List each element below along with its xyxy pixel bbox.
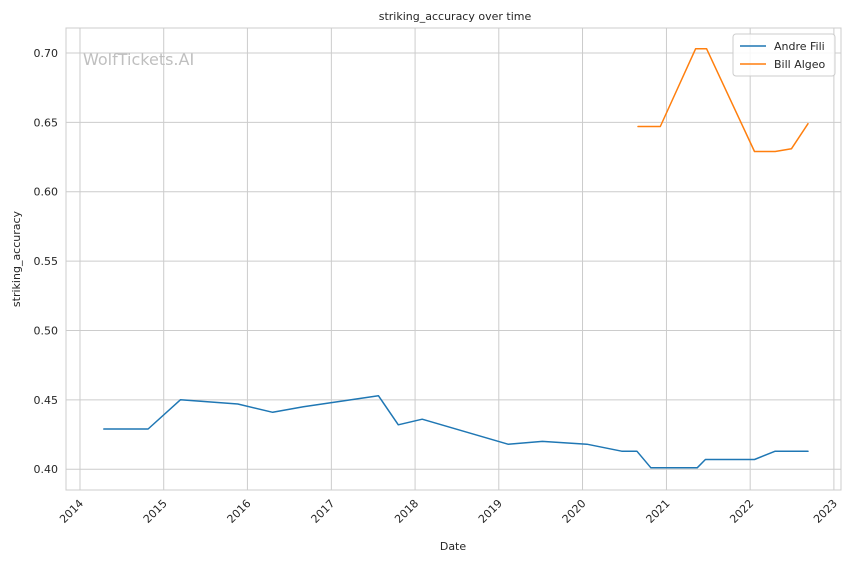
x-tick-label: 2023 bbox=[811, 497, 840, 526]
chart-title: striking_accuracy over time bbox=[379, 10, 532, 23]
plot-area bbox=[65, 27, 842, 491]
y-axis-ticks: 0.40 0.45 0.50 0.55 0.60 0.65 0.70 bbox=[34, 47, 59, 476]
series-line-andre-fili bbox=[103, 394, 809, 469]
y-axis-label: striking_accuracy bbox=[10, 210, 23, 307]
legend-box bbox=[732, 33, 836, 77]
y-tick-label: 0.55 bbox=[34, 255, 59, 268]
y-tick-label: 0.45 bbox=[34, 394, 59, 407]
legend-label: Bill Algeo bbox=[774, 58, 826, 71]
grid-lines bbox=[66, 28, 841, 490]
y-tick-label: 0.70 bbox=[34, 47, 59, 60]
x-tick-label: 2018 bbox=[392, 497, 421, 526]
x-tick-label: 2020 bbox=[560, 497, 589, 526]
x-tick-label: 2017 bbox=[308, 497, 337, 526]
x-tick-label: 2019 bbox=[476, 497, 505, 526]
x-tick-label: 2014 bbox=[57, 497, 86, 526]
x-tick-label: 2021 bbox=[644, 497, 673, 526]
y-tick-label: 0.40 bbox=[34, 463, 59, 476]
x-axis-ticks: 2014 2015 2016 2017 2018 2019 2020 2021 2022 2023 bbox=[57, 497, 840, 526]
legend: Andre Fili Bill Algeo bbox=[732, 33, 836, 77]
watermark-text: WolfTickets.AI bbox=[83, 50, 194, 69]
series-line-bill-algeo bbox=[637, 48, 809, 153]
x-axis-label: Date bbox=[440, 540, 467, 553]
y-tick-label: 0.65 bbox=[34, 116, 59, 129]
y-tick-label: 0.60 bbox=[34, 186, 59, 199]
y-tick-label: 0.50 bbox=[34, 324, 59, 337]
series-layer bbox=[103, 48, 809, 469]
x-tick-label: 2022 bbox=[727, 497, 756, 526]
legend-label: Andre Fili bbox=[774, 40, 825, 53]
x-tick-label: 2015 bbox=[141, 497, 170, 526]
x-tick-label: 2016 bbox=[225, 497, 254, 526]
